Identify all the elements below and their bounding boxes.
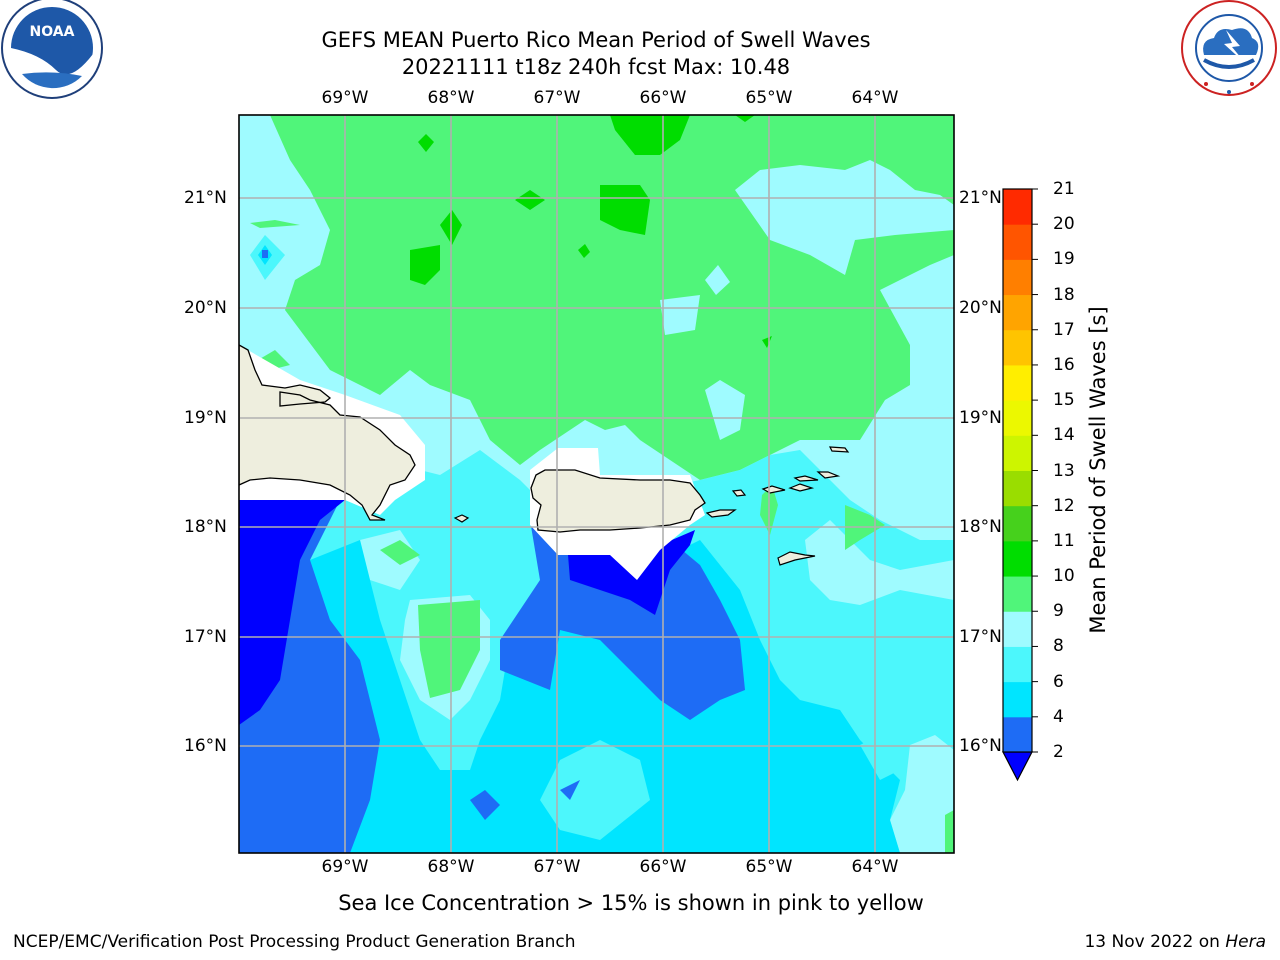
colorbar-segment [1003,364,1032,401]
chart-title: GEFS MEAN Puerto Rico Mean Period of Swe… [321,28,871,52]
period-8-9-patch [660,295,700,335]
colorbar-tick-label: 15 [1053,390,1075,411]
period-9-10-nw-patch [250,220,300,228]
lat-label-left: 18°N [184,517,227,537]
nws-logo [1181,0,1277,96]
period-9-10-patch-south [418,600,480,698]
colorbar-segment [1003,435,1032,471]
period-8-9-patch [705,380,745,440]
period-2-4-patch [470,790,500,820]
colorbar-tick-label: 9 [1053,601,1064,622]
colorbar-segment [1003,716,1032,753]
lon-label-top: 68°W [427,88,475,108]
period-6-8-patch [540,740,650,840]
land-puerto-rico [530,469,706,533]
sea-ice-note: Sea Ice Concentration > 15% is shown in … [338,891,924,915]
period-below-2-region [239,500,345,725]
colorbar-tick-label: 14 [1053,425,1075,446]
colorbar-tick-label: 17 [1053,319,1075,340]
colorbar-tick-label: 13 [1053,460,1075,481]
period-2-4-patch [280,815,300,853]
colorbar-tick-label: 8 [1053,636,1064,657]
colorbar-segment [1003,400,1032,436]
colorbar-title: Mean Period of Swell Waves [s] [1086,306,1110,634]
period-8-9-patch [800,400,954,540]
lat-label-left: 19°N [184,408,227,428]
period-2-4-patch [560,780,580,800]
lon-label-top: 66°W [639,88,687,108]
period-9-10-patch-south [380,540,420,565]
period-8-9-patch-south [805,520,954,605]
colorbar-tick-label: 6 [1053,671,1064,692]
period-8-9-patch-south [890,735,954,853]
noaa-logo: NOAA [1,0,103,99]
colorbar-segment [1003,646,1032,683]
colorbar-segment [1003,224,1032,260]
lon-label-top: 67°W [533,88,581,108]
period-4-6-region [239,540,900,853]
period-8-9-patch [605,425,640,445]
colorbar-segment [1003,259,1032,296]
colorbar [1002,188,1038,782]
colorbar-tick-label: 11 [1053,530,1075,551]
colorbar-segment [1003,611,1032,647]
lat-label-right: 16°N [959,736,1002,756]
lon-label-bottom: 64°W [851,857,899,877]
colorbar-segment [1003,576,1032,612]
colorbar-tick-label: 19 [1053,249,1075,270]
period-9-10-region-north [270,115,954,480]
colorbar-segment [1003,470,1032,507]
chart-subtitle: 20221111 t18z 240h fcst Max: 10.48 [401,55,791,79]
lat-label-left: 17°N [184,627,227,647]
colorbar-segment [1003,505,1032,542]
graticule [239,115,954,853]
colorbar-segment [1003,189,1032,225]
colorbar-tick-label: 10 [1053,566,1075,587]
lon-label-bottom: 66°W [639,857,687,877]
colorbar-extension [1002,751,1033,782]
period-2-4-region [500,520,745,720]
map-frame [238,114,955,854]
period-8-9-patch [705,265,730,295]
colorbar-tick-label: 21 [1053,179,1075,199]
colorbar-tick-label: 20 [1053,214,1075,235]
lat-label-right: 18°N [959,517,1002,537]
lat-label-right: 20°N [959,298,1002,318]
lat-label-left: 20°N [184,298,227,318]
footer-machine: Hera [1225,932,1266,952]
lon-label-top: 65°W [745,88,793,108]
colorbar-tick-label: 2 [1053,742,1064,762]
lat-label-right: 19°N [959,408,1002,428]
lat-label-right: 17°N [959,627,1002,647]
colorbar-tick-label: 16 [1053,354,1075,375]
colorbar-segment [1003,329,1032,366]
period-9-10-patch-south [945,810,954,853]
lat-label-left: 16°N [184,736,227,756]
swell-period-contours [239,115,954,853]
lon-label-bottom: 67°W [533,857,581,877]
colorbar-tick-label: 18 [1053,284,1075,305]
lon-label-bottom: 69°W [321,857,369,877]
noaa-logo-text: NOAA [30,24,75,40]
footer-credit: NCEP/EMC/Verification Post Processing Pr… [13,932,576,952]
lon-label-bottom: 65°W [745,857,793,877]
footer-date: 13 Nov 2022 on Hera [1084,932,1266,952]
footer-date-text: 13 Nov 2022 on [1084,932,1226,952]
lon-label-top: 69°W [321,88,369,108]
colorbar-tick-label: 4 [1053,706,1064,727]
colorbar-segment [1003,681,1032,718]
lon-label-bottom: 68°W [427,857,475,877]
colorbar-segment [1003,540,1032,577]
colorbar-tick-label: 12 [1053,495,1075,516]
lon-label-top: 64°W [851,88,899,108]
lat-label-left: 21°N [184,188,227,208]
period-2-4-nw-dot [262,250,268,258]
colorbar-segment [1003,294,1032,331]
land-small-islands [453,446,850,566]
land-hispaniola [239,344,416,521]
lat-label-right: 21°N [959,188,1002,208]
